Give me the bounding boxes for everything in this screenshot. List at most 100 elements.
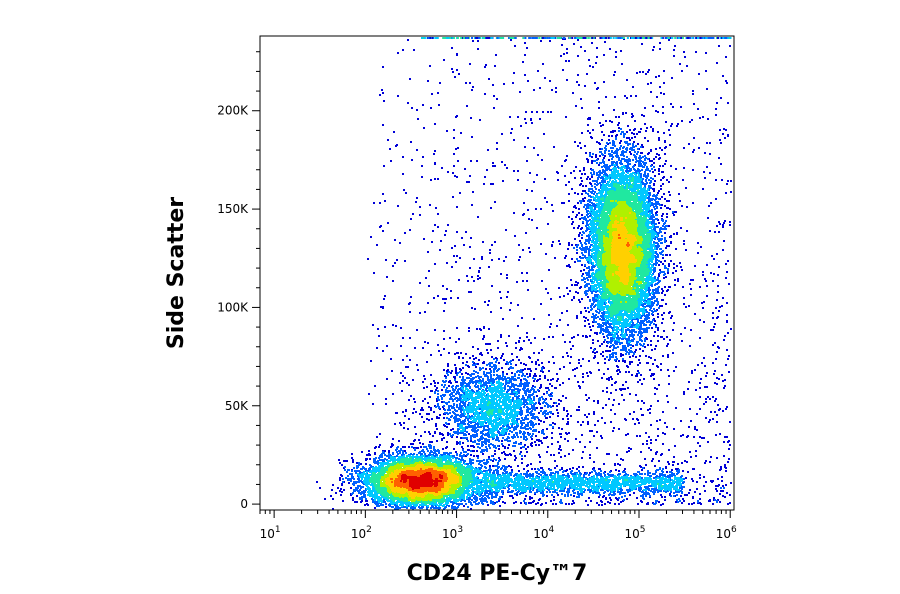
event-dot (502, 472, 504, 474)
event-dot (490, 371, 492, 373)
event-dot (623, 499, 625, 501)
event-dot (465, 451, 467, 453)
event-dot (569, 362, 571, 364)
event-dot (455, 369, 457, 371)
event-dot (645, 176, 647, 178)
event-dot (729, 494, 731, 496)
event-dot (456, 503, 458, 505)
event-dot (716, 225, 718, 227)
event-dot (576, 258, 578, 260)
event-dot (452, 434, 454, 436)
event-dot (634, 151, 636, 153)
event-dot (670, 491, 672, 493)
event-dot (662, 257, 664, 259)
event-dot (513, 170, 515, 172)
event-dot (626, 137, 628, 139)
event-dot (716, 457, 718, 459)
event-dot (482, 498, 484, 500)
event-dot (479, 353, 481, 355)
event-dot (426, 413, 428, 415)
event-dot (658, 173, 660, 175)
event-dot (497, 340, 499, 342)
event-dot (599, 148, 601, 150)
event-dot (452, 428, 454, 430)
event-dot (434, 385, 436, 387)
event-dot (470, 160, 472, 162)
event-dot (669, 474, 671, 476)
event-dot (723, 487, 725, 489)
event-dot (506, 274, 508, 276)
event-dot (706, 166, 708, 168)
event-dot (698, 147, 700, 149)
event-dot (349, 473, 351, 475)
event-dot (408, 399, 410, 401)
event-dot (586, 158, 588, 160)
event-dot (368, 393, 370, 395)
event-dot (664, 241, 666, 243)
event-dot (625, 350, 627, 352)
event-dot (615, 135, 617, 137)
event-dot (505, 468, 507, 470)
event-dot (330, 495, 332, 497)
event-dot (426, 448, 428, 450)
event-dot (693, 468, 695, 470)
event-dot (544, 197, 546, 199)
event-dot (370, 360, 372, 362)
event-dot (599, 182, 601, 184)
event-dot (652, 311, 654, 313)
event-dot (430, 409, 432, 411)
event-dot (660, 231, 662, 233)
event-dot (659, 147, 661, 149)
event-dot (606, 167, 608, 169)
event-dot (540, 467, 542, 469)
event-dot (715, 485, 717, 487)
event-dot (527, 423, 529, 425)
event-dot (525, 393, 527, 395)
event-dot (637, 341, 639, 343)
event-dot (451, 505, 453, 507)
event-dot (690, 420, 692, 422)
event-dot (661, 305, 663, 307)
event-dot (595, 314, 597, 316)
event-dot (576, 81, 578, 83)
event-dot (629, 356, 631, 358)
event-dot (408, 384, 410, 386)
event-dot (473, 455, 475, 457)
event-dot (424, 341, 426, 343)
event-dot (602, 407, 604, 409)
event-dot (722, 297, 724, 299)
event-dot (465, 231, 467, 233)
event-dot (637, 381, 639, 383)
event-dot (595, 156, 597, 158)
event-dot (698, 73, 700, 75)
event-dot (405, 192, 407, 194)
event-dot (513, 434, 515, 436)
event-dot (484, 176, 486, 178)
event-dot (683, 51, 685, 53)
event-dot (343, 489, 345, 491)
event-dot (416, 197, 418, 199)
event-dot (446, 412, 448, 414)
event-dot (422, 400, 424, 402)
event-dot (431, 93, 433, 95)
event-dot (555, 91, 557, 93)
event-dot (549, 40, 551, 42)
event-dot (702, 188, 704, 190)
event-dot (549, 383, 551, 385)
event-dot (713, 326, 715, 328)
event-dot (546, 201, 548, 203)
event-dot (443, 417, 445, 419)
event-dot (704, 278, 706, 280)
event-dot (635, 156, 637, 158)
event-dot (527, 137, 529, 139)
event-dot (610, 323, 612, 325)
event-dot (390, 358, 392, 360)
event-dot (637, 151, 639, 153)
event-dot (663, 176, 665, 178)
event-dot (563, 53, 565, 55)
event-dot (578, 406, 580, 408)
event-dot (360, 487, 362, 489)
event-dot (519, 430, 521, 432)
event-dot (637, 370, 639, 372)
event-dot (672, 352, 674, 354)
